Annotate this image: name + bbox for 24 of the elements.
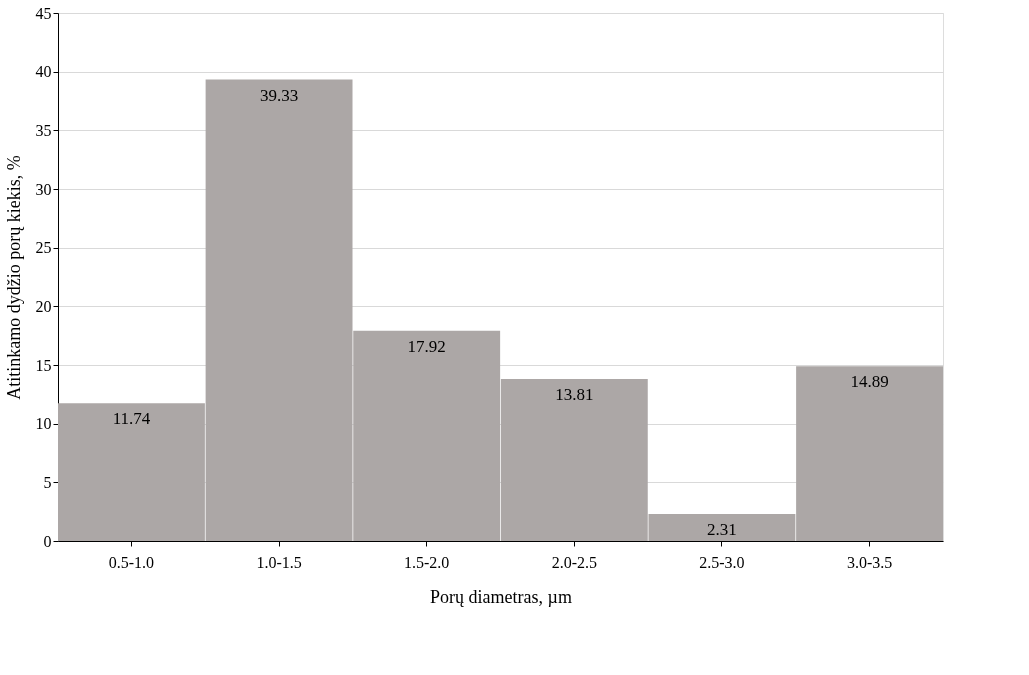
x-tick-label: 1.5-2.0 <box>404 553 450 571</box>
x-axis-title: Porų diametras, µm <box>430 586 572 607</box>
y-tick-label: 35 <box>35 121 52 139</box>
data-label: 14.89 <box>850 372 889 392</box>
x-tick-label: 2.5-3.0 <box>699 553 745 571</box>
x-tick-label: 0.5-1.0 <box>108 553 155 571</box>
data-label: 11.74 <box>112 409 151 429</box>
data-label: 39.33 <box>259 85 299 105</box>
y-tick-label: 45 <box>35 4 52 22</box>
y-tick-label: 30 <box>35 180 52 198</box>
x-tick-label: 1.0-1.5 <box>256 553 302 571</box>
y-tick-label: 0 <box>43 532 52 550</box>
y-tick-label: 25 <box>35 239 52 257</box>
y-tick-label: 20 <box>35 297 52 315</box>
y-tick-label: 5 <box>43 473 52 491</box>
y-tick-label: 10 <box>35 415 52 433</box>
data-label: 17.92 <box>407 336 446 356</box>
y-axis-title: Atitinkamo dydžio porų kiekis, % <box>3 155 24 400</box>
y-tick-label: 15 <box>35 356 52 374</box>
x-tick-label: 3.0-3.5 <box>846 553 893 571</box>
data-label: 13.81 <box>555 384 594 404</box>
x-tick-label: 2.0-2.5 <box>551 553 597 571</box>
data-label: 2.31 <box>707 519 737 539</box>
y-tick-label: 40 <box>35 63 52 81</box>
